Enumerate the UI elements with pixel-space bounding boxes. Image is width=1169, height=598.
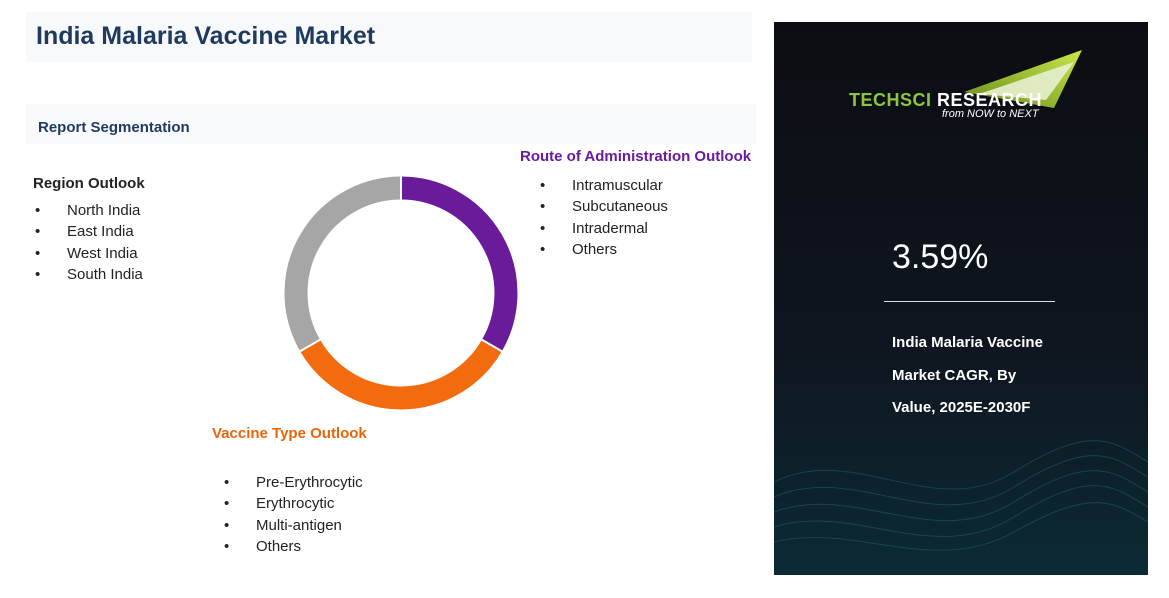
list-item: Multi-antigen	[224, 515, 367, 537]
subtitle: Report Segmentation	[38, 119, 190, 136]
donut-gap	[481, 338, 503, 353]
logo-part: Research	[937, 90, 1043, 110]
subtitle-bar	[26, 104, 756, 144]
cagr-value: 3.59%	[892, 238, 989, 276]
title: India Malaria Vaccine Market	[36, 22, 376, 50]
list-item: West India	[35, 243, 145, 265]
donut-segment	[300, 339, 502, 410]
list-item: Intramuscular	[540, 175, 751, 197]
panel-decor	[774, 50, 1148, 551]
list-item: South India	[35, 264, 145, 286]
donut-segment	[400, 176, 518, 352]
logo-part: TechSci	[849, 90, 932, 110]
list-item: North India	[35, 200, 145, 222]
list-item: East India	[35, 221, 145, 243]
divider	[884, 301, 1055, 302]
title-bar	[26, 12, 752, 62]
segment-heading: Region Outlook	[33, 175, 145, 192]
donut-gap	[299, 338, 321, 353]
logo-swoosh	[979, 62, 1074, 100]
wave-lines	[774, 440, 1148, 551]
list-item: Subcutaneous	[540, 196, 751, 218]
description-line: Value, 2025E-2030F	[892, 399, 1031, 416]
segment: Region Outlook North India East India We…	[33, 175, 145, 285]
logo-tagline: from NOW to NEXT	[942, 108, 1039, 120]
list-item: Erythrocytic	[224, 493, 367, 515]
cagr-description: India Malaria Vaccine Market CAGR, By Va…	[892, 327, 1043, 425]
segment-list: Intramuscular Subcutaneous Intradermal O…	[540, 175, 751, 260]
donut	[284, 176, 518, 410]
segment-list: Pre-Erythrocytic Erythrocytic Multi-anti…	[224, 472, 367, 557]
segment: Vaccine Type Outlook Pre-Erythrocytic Er…	[212, 425, 367, 557]
cagr-panel	[774, 22, 1148, 575]
list-item: Others	[540, 239, 751, 261]
segment-heading: Vaccine Type Outlook	[212, 425, 367, 442]
logo: TechSci Research	[849, 90, 1042, 111]
list-item: Others	[224, 536, 367, 558]
segment-list: North India East India West India South …	[35, 200, 145, 285]
donut-segment	[284, 176, 402, 352]
segment-heading: Route of Administration Outlook	[520, 148, 752, 165]
segment: Route of Administration Outlook Intramus…	[520, 148, 751, 260]
description-line: India Malaria Vaccine	[892, 334, 1043, 351]
list-item: Pre-Erythrocytic	[224, 472, 367, 494]
description-line: Market CAGR, By	[892, 366, 1017, 384]
list-item: Intradermal	[540, 218, 751, 240]
